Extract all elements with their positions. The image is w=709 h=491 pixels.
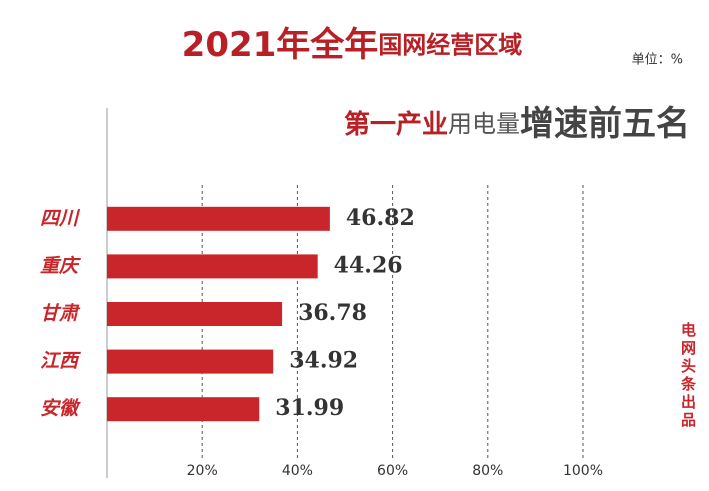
value-label: 46.82 — [346, 205, 415, 231]
subtitle-lead: 第一产业 — [344, 109, 448, 140]
title-lead: 2021年全年 — [182, 25, 379, 65]
y-tick-label: 甘肃 — [40, 303, 81, 325]
bar — [107, 254, 318, 279]
subtitle-end: 增速前五名 — [520, 104, 690, 144]
value-label: 34.92 — [289, 348, 358, 374]
value-label: 44.26 — [334, 252, 403, 278]
x-tick-label: 40% — [282, 463, 313, 479]
source-label: 电网头条出品 — [679, 321, 697, 430]
value-label: 31.99 — [275, 395, 344, 421]
y-tick-label: 安徽 — [40, 398, 81, 420]
chart-subtitle: 第一产业用电量增速前五名 — [344, 104, 690, 144]
chart-title: 2021年全年国网经营区域 — [182, 25, 523, 65]
bar — [107, 349, 274, 374]
bar — [107, 206, 330, 231]
x-tick-label: 100% — [563, 463, 603, 479]
y-tick-label: 重庆 — [40, 255, 81, 277]
bar — [107, 302, 283, 326]
unit-label: 单位：% — [632, 53, 683, 68]
title-rest: 国网经营区域 — [378, 31, 522, 59]
subtitle-mid: 用电量 — [448, 110, 520, 138]
x-tick-label: 20% — [187, 463, 218, 479]
x-tick-label: 60% — [377, 463, 408, 479]
bar — [107, 397, 260, 422]
value-label: 36.78 — [298, 300, 367, 326]
x-tick-label: 80% — [472, 463, 503, 479]
y-tick-label: 江西 — [40, 350, 81, 372]
y-tick-label: 四川 — [40, 207, 81, 229]
